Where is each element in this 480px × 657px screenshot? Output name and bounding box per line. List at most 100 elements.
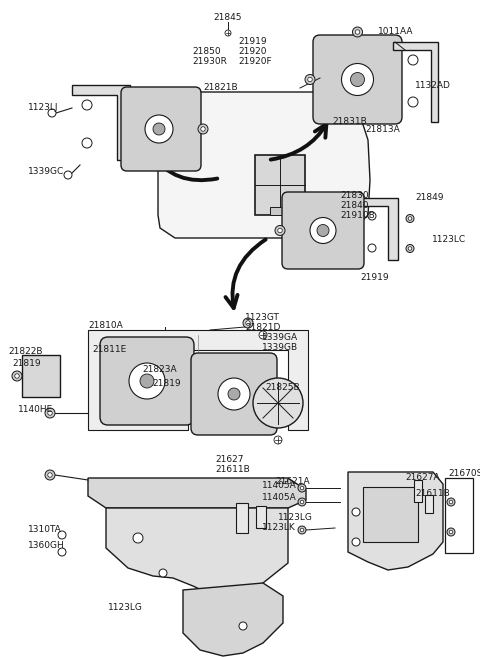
Circle shape [352,27,362,37]
FancyBboxPatch shape [282,192,364,269]
Text: 21611B: 21611B [415,489,450,497]
Circle shape [298,498,306,506]
Text: 1132AD: 1132AD [415,81,451,89]
Text: 1339GB: 1339GB [262,342,298,351]
Circle shape [317,225,329,237]
Circle shape [408,246,412,250]
Text: 11405A: 11405A [262,480,297,489]
Circle shape [239,622,247,630]
Polygon shape [393,42,438,122]
Polygon shape [255,155,305,215]
Text: 21821D: 21821D [245,323,280,332]
Text: 21831B: 21831B [332,118,367,127]
Circle shape [447,498,455,506]
Circle shape [305,74,315,85]
Text: 21840: 21840 [340,200,369,210]
Circle shape [12,371,22,381]
Bar [256,506,266,528]
Text: 21919: 21919 [360,273,389,283]
Text: 21819: 21819 [12,359,41,367]
Circle shape [45,470,55,480]
FancyBboxPatch shape [313,35,402,124]
Text: 1140HE: 1140HE [18,405,53,415]
Polygon shape [183,583,283,656]
Circle shape [48,411,52,415]
Circle shape [310,217,336,244]
Circle shape [82,138,92,148]
Text: 1123GT: 1123GT [245,313,280,321]
Circle shape [449,530,453,533]
Text: 21819: 21819 [152,378,180,388]
Circle shape [355,30,360,34]
Polygon shape [22,355,60,397]
Circle shape [253,378,303,428]
Text: 21627A: 21627A [405,474,440,482]
Text: 21611B: 21611B [215,466,250,474]
Circle shape [218,378,250,410]
Circle shape [406,244,414,252]
Text: 21821B: 21821B [204,83,238,93]
Text: 1310TA: 1310TA [28,526,62,535]
Circle shape [300,486,304,490]
Text: 1123LK: 1123LK [262,522,296,532]
Bar [445,478,473,553]
Circle shape [352,508,360,516]
Text: 21850: 21850 [192,47,221,57]
Polygon shape [88,330,308,430]
Circle shape [201,127,205,131]
Text: 21830: 21830 [340,191,369,200]
Circle shape [298,526,306,534]
Polygon shape [88,478,306,508]
Bar [236,503,248,533]
Circle shape [341,64,373,95]
Circle shape [406,214,414,223]
Text: 1339GA: 1339GA [262,332,298,342]
Circle shape [408,55,418,65]
Text: 21845: 21845 [214,14,242,22]
FancyBboxPatch shape [191,353,277,435]
Text: 21670S: 21670S [448,470,480,478]
Circle shape [298,484,306,492]
Bar [425,495,433,513]
Circle shape [350,72,364,87]
Text: 21627: 21627 [215,455,243,464]
Text: 21810A: 21810A [88,321,123,330]
Circle shape [225,30,231,36]
Circle shape [449,500,453,504]
Circle shape [300,528,304,532]
Circle shape [140,374,154,388]
Text: 21822B: 21822B [8,348,43,357]
Text: 1123LG: 1123LG [278,514,313,522]
Text: 1123LJ: 1123LJ [28,104,59,112]
Text: 21813A: 21813A [365,125,400,135]
Circle shape [15,374,19,378]
Polygon shape [158,92,370,238]
Circle shape [228,388,240,400]
Polygon shape [350,198,398,260]
Text: 21930R: 21930R [192,58,227,66]
Circle shape [153,123,165,135]
Text: 21920: 21920 [238,47,266,57]
Circle shape [447,528,455,536]
Bar [414,480,422,502]
Text: 11405A: 11405A [262,493,297,503]
Circle shape [275,225,285,235]
Circle shape [82,100,92,110]
Circle shape [129,363,165,399]
Circle shape [408,97,418,107]
Text: 21621A: 21621A [275,478,310,486]
Circle shape [308,78,312,81]
Polygon shape [348,472,443,570]
Circle shape [408,217,412,220]
Text: 1339GC: 1339GC [28,168,64,177]
Text: 21849: 21849 [415,194,444,202]
Circle shape [368,212,376,220]
Bar [270,207,290,215]
Circle shape [243,318,253,328]
Text: 21823A: 21823A [142,365,177,374]
Circle shape [159,569,167,577]
Circle shape [133,533,143,543]
Text: 21811E: 21811E [92,346,126,355]
Circle shape [278,228,282,233]
Polygon shape [72,85,130,160]
